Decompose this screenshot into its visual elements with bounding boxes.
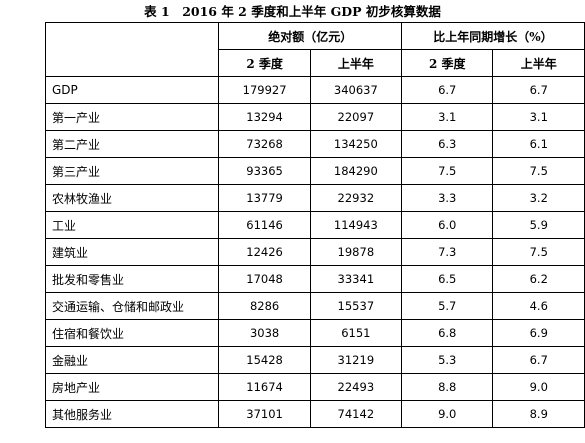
q2-growth-cell: 9.0 [400,400,494,428]
row-label: 农林牧渔业 [44,184,220,212]
h1-growth-cell: 9.0 [492,373,585,401]
q2-amount-cell: 93365 [218,157,311,185]
h1-amount-cell: 22493 [309,373,402,401]
h1-amount-cell: 22932 [309,184,402,212]
row-label: GDP [44,76,220,104]
q2-growth-cell: 5.3 [400,346,494,374]
q2-growth-cell: 7.5 [400,157,494,185]
table-row: 农林牧渔业 13779 22932 3.3 3.2 [44,184,585,212]
h1-growth-cell: 6.9 [492,319,585,347]
h1-amount-cell: 33341 [309,265,402,293]
h1-amount-cell: 22097 [309,103,402,131]
q2-amount-cell: 3038 [218,319,311,347]
row-label: 房地产业 [44,373,220,401]
h1-growth-cell: 6.7 [492,346,585,374]
row-label: 交通运输、仓储和邮政业 [44,292,220,320]
row-label: 建筑业 [44,238,220,266]
q2-amount-cell: 37101 [218,400,311,428]
table-row: 其他服务业 37101 74142 9.0 8.9 [44,400,585,428]
header-q2-amount: 2 季度 [218,49,311,77]
h1-amount-cell: 114943 [309,211,402,239]
row-label: 其他服务业 [44,400,220,428]
h1-amount-cell: 134250 [309,130,402,158]
table-row: GDP 179927 340637 6.7 6.7 [44,76,585,104]
q2-growth-cell: 3.1 [400,103,494,131]
gdp-table: 绝对额（亿元） 比上年同期增长（%） 2 季度 上半年 2 季度 上半年 GDP… [44,22,585,428]
h1-growth-cell: 7.5 [492,238,585,266]
q2-growth-cell: 6.8 [400,319,494,347]
q2-amount-cell: 73268 [218,130,311,158]
q2-growth-cell: 3.3 [400,184,494,212]
row-label: 金融业 [44,346,220,374]
q2-amount-cell: 12426 [218,238,311,266]
header-h1-amount: 上半年 [309,49,402,77]
header-yoy-growth: 比上年同期增长（%） [400,22,585,50]
table-row: 交通运输、仓储和邮政业 8286 15537 5.7 4.6 [44,292,585,320]
table-title: 表 1 2016 年 2 季度和上半年 GDP 初步核算数据 [144,4,441,19]
h1-growth-cell: 4.6 [492,292,585,320]
h1-growth-cell: 6.1 [492,130,585,158]
header-absolute-amount: 绝对额（亿元） [218,22,402,50]
q2-growth-cell: 6.7 [400,76,494,104]
h1-amount-cell: 6151 [309,319,402,347]
q2-amount-cell: 17048 [218,265,311,293]
table-row: 第三产业 93365 184290 7.5 7.5 [44,157,585,185]
h1-growth-cell: 6.7 [492,76,585,104]
table-row: 第一产业 13294 22097 3.1 3.1 [44,103,585,131]
q2-amount-cell: 15428 [218,346,311,374]
q2-amount-cell: 13779 [218,184,311,212]
row-label: 第三产业 [44,157,220,185]
h1-growth-cell: 6.2 [492,265,585,293]
table-row: 批发和零售业 17048 33341 6.5 6.2 [44,265,585,293]
h1-growth-cell: 8.9 [492,400,585,428]
table-row: 工业 61146 114943 6.0 5.9 [44,211,585,239]
header-corner [44,22,220,77]
header-row-group: 绝对额（亿元） 比上年同期增长（%） [44,22,585,77]
q2-growth-cell: 5.7 [400,292,494,320]
row-label: 住宿和餐饮业 [44,319,220,347]
table-body: GDP 179927 340637 6.7 6.7 第一产业 13294 22097 3.1 3.… [44,76,585,428]
table-row: 住宿和餐饮业 3038 6151 6.8 6.9 [44,319,585,347]
header-q2-growth: 2 季度 [400,49,494,77]
q2-growth-cell: 6.3 [400,130,494,158]
h1-amount-cell: 74142 [309,400,402,428]
row-label: 工业 [44,211,220,239]
row-label: 批发和零售业 [44,265,220,293]
h1-growth-cell: 5.9 [492,211,585,239]
table-row: 房地产业 11674 22493 8.8 9.0 [44,373,585,401]
q2-growth-cell: 6.0 [400,211,494,239]
table-row: 金融业 15428 31219 5.3 6.7 [44,346,585,374]
h1-growth-cell: 7.5 [492,157,585,185]
q2-amount-cell: 11674 [218,373,311,401]
q2-amount-cell: 61146 [218,211,311,239]
h1-growth-cell: 3.1 [492,103,585,131]
row-label: 第一产业 [44,103,220,131]
h1-amount-cell: 184290 [309,157,402,185]
q2-amount-cell: 8286 [218,292,311,320]
q2-amount-cell: 13294 [218,103,311,131]
h1-growth-cell: 3.2 [492,184,585,212]
q2-growth-cell: 8.8 [400,373,494,401]
row-label: 第二产业 [44,130,220,158]
q2-growth-cell: 7.3 [400,238,494,266]
header-h1-growth: 上半年 [492,49,585,77]
q2-amount-cell: 179927 [218,76,311,104]
h1-amount-cell: 15537 [309,292,402,320]
h1-amount-cell: 31219 [309,346,402,374]
table-row: 建筑业 12426 19878 7.3 7.5 [44,238,585,266]
h1-amount-cell: 340637 [309,76,402,104]
q2-growth-cell: 6.5 [400,265,494,293]
header-row-sub: 2 季度 上半年 2 季度 上半年 [46,49,585,77]
h1-amount-cell: 19878 [309,238,402,266]
table-row: 第二产业 73268 134250 6.3 6.1 [44,130,585,158]
